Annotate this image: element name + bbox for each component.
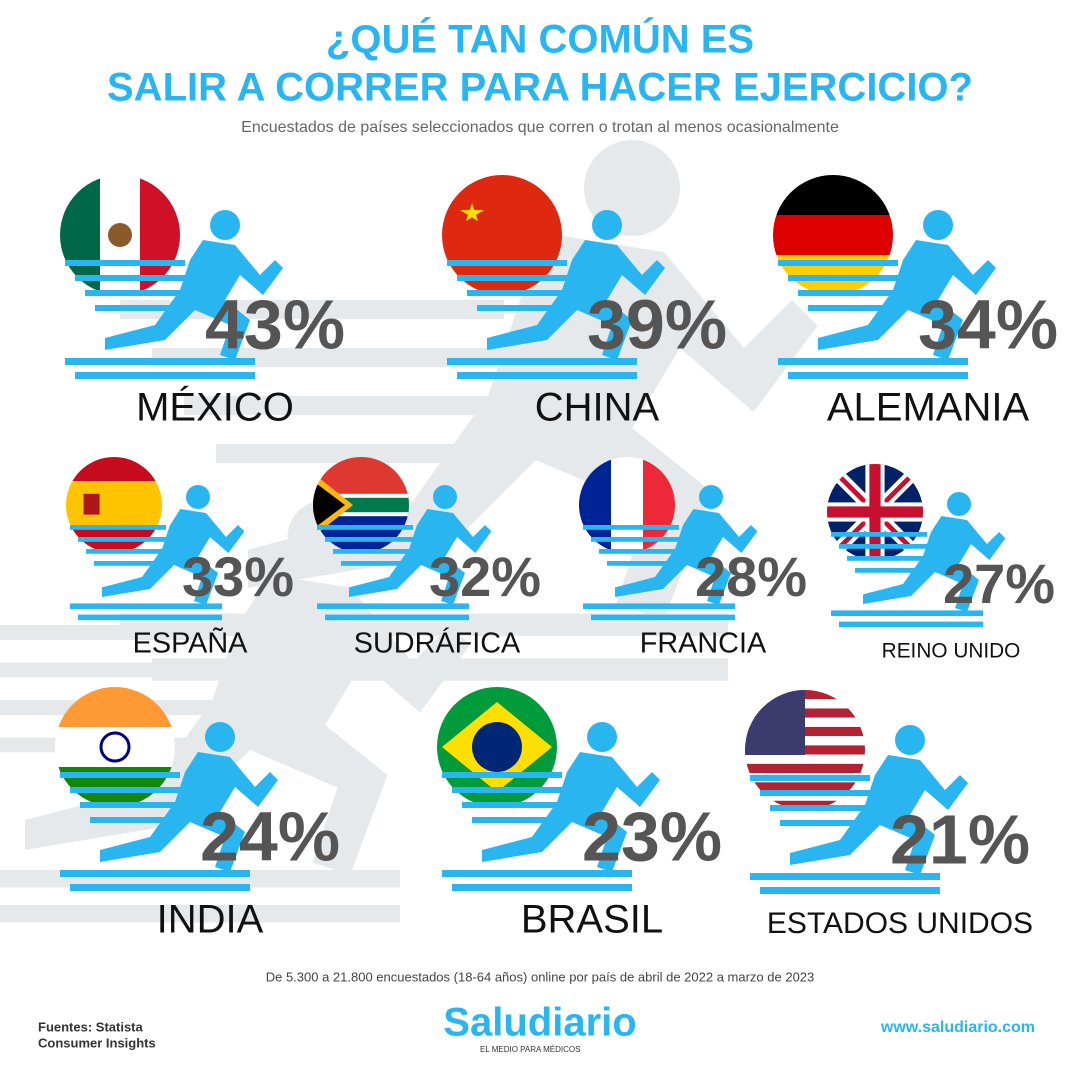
category-label: ESTADOS UNIDOS [767,907,1033,940]
category-label: BRASIL [521,898,663,942]
source: Fuentes: Statista [38,1019,144,1034]
source: Consumer Insights [38,1035,156,1050]
item: 28% FRANCIA [583,485,807,660]
category-label: ALEMANIA [827,386,1030,430]
value-label: 23% [582,797,722,875]
flag-part [66,481,162,529]
flag-part [745,791,865,801]
flag-part [460,203,484,221]
url: www.saludiario.com [880,1019,1035,1036]
value-label: 39% [587,285,727,363]
flag [745,690,865,810]
brand: Saludiario [443,1001,636,1045]
value-label: 33% [182,545,294,608]
item: 33% ESPAÑA [70,485,294,660]
value-label: 24% [200,797,340,875]
category-label: CHINA [535,386,660,430]
flag-part [869,464,881,560]
tagline: EL MEDIO PARA MÉDICOS [480,1045,580,1054]
category-label: ESPAÑA [133,626,248,660]
flag-part [66,457,162,481]
category-label: SUDRÁFICA [354,627,521,660]
item: 34% ALEMANIA [778,210,1058,430]
flag-part [745,690,805,755]
flag-part [108,223,132,247]
value-label: 34% [918,285,1058,363]
flag-part [83,493,100,515]
flag-part [773,215,893,255]
value-label: 43% [205,285,345,363]
flag [60,175,180,295]
flag-part [773,175,893,215]
value-label: 27% [943,552,1055,615]
title: SALIR A CORRER PARA HACER EJERCICIO? [107,66,973,110]
flag-part [472,722,522,772]
item: 32% SUDRÁFICA [317,485,541,660]
category-label: REINO UNIDO [882,640,1021,663]
flag-part [745,754,865,764]
flag-part [99,731,131,763]
item: 43% MÉXICO [65,210,345,430]
note: De 5.300 a 21.800 encuestados (18-64 año… [266,969,815,984]
value-label: 28% [695,545,807,608]
items: 43% MÉXICO 39% CHINA 34% ALEMANIA 33% ESPAÑA 32%… [60,210,1058,942]
item: 23% BRASIL [442,722,722,942]
title: ¿QUÉ TAN COMÚN ES [326,16,754,62]
flag-body [745,690,865,810]
item: 39% CHINA [447,210,727,430]
category-label: FRANCIA [640,628,767,660]
category-label: MÉXICO [136,385,294,430]
flag-part [55,687,175,727]
category-label: INDIA [157,898,264,942]
item: 21% ESTADOS UNIDOS [750,725,1033,940]
item: 27% REINO UNIDO [831,492,1055,663]
flag-part [745,763,865,774]
subtitle: Encuestados de países seleccionados que … [241,119,839,136]
flag-part [745,782,865,792]
item: 24% INDIA [60,722,340,942]
value-label: 32% [429,545,541,608]
flag-part [313,481,345,529]
flag-body [60,175,180,295]
value-label: 21% [890,800,1030,878]
